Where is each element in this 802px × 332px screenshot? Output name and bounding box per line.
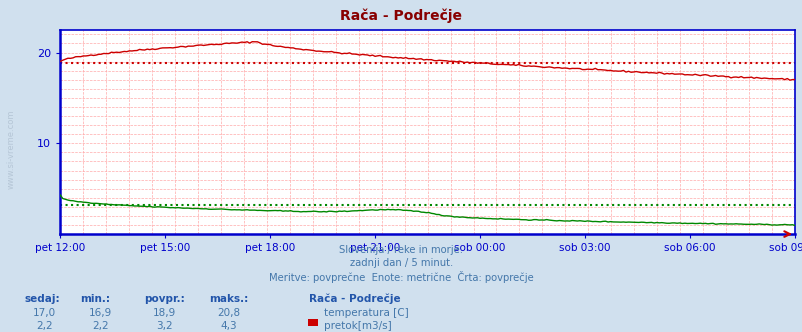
Text: temperatura [C]: temperatura [C] — [323, 308, 408, 318]
Text: Rača - Podrečje: Rača - Podrečje — [340, 8, 462, 23]
Text: maks.:: maks.: — [209, 294, 248, 304]
Text: 17,0: 17,0 — [33, 308, 55, 318]
Text: Meritve: povprečne  Enote: metrične  Črta: povprečje: Meritve: povprečne Enote: metrične Črta:… — [269, 271, 533, 283]
Text: zadnji dan / 5 minut.: zadnji dan / 5 minut. — [350, 258, 452, 268]
Text: 2,2: 2,2 — [36, 321, 52, 331]
Text: pretok[m3/s]: pretok[m3/s] — [323, 321, 391, 331]
Text: sedaj:: sedaj: — [24, 294, 59, 304]
Text: 20,8: 20,8 — [217, 308, 240, 318]
Text: 4,3: 4,3 — [221, 321, 237, 331]
Text: 18,9: 18,9 — [153, 308, 176, 318]
Text: Rača - Podrečje: Rača - Podrečje — [309, 294, 400, 304]
Text: www.si-vreme.com: www.si-vreme.com — [6, 110, 15, 189]
Text: 2,2: 2,2 — [92, 321, 108, 331]
Text: 16,9: 16,9 — [89, 308, 111, 318]
Text: povpr.:: povpr.: — [144, 294, 185, 304]
Text: min.:: min.: — [80, 294, 110, 304]
Text: 3,2: 3,2 — [156, 321, 172, 331]
Text: Slovenija / reke in morje.: Slovenija / reke in morje. — [339, 245, 463, 255]
